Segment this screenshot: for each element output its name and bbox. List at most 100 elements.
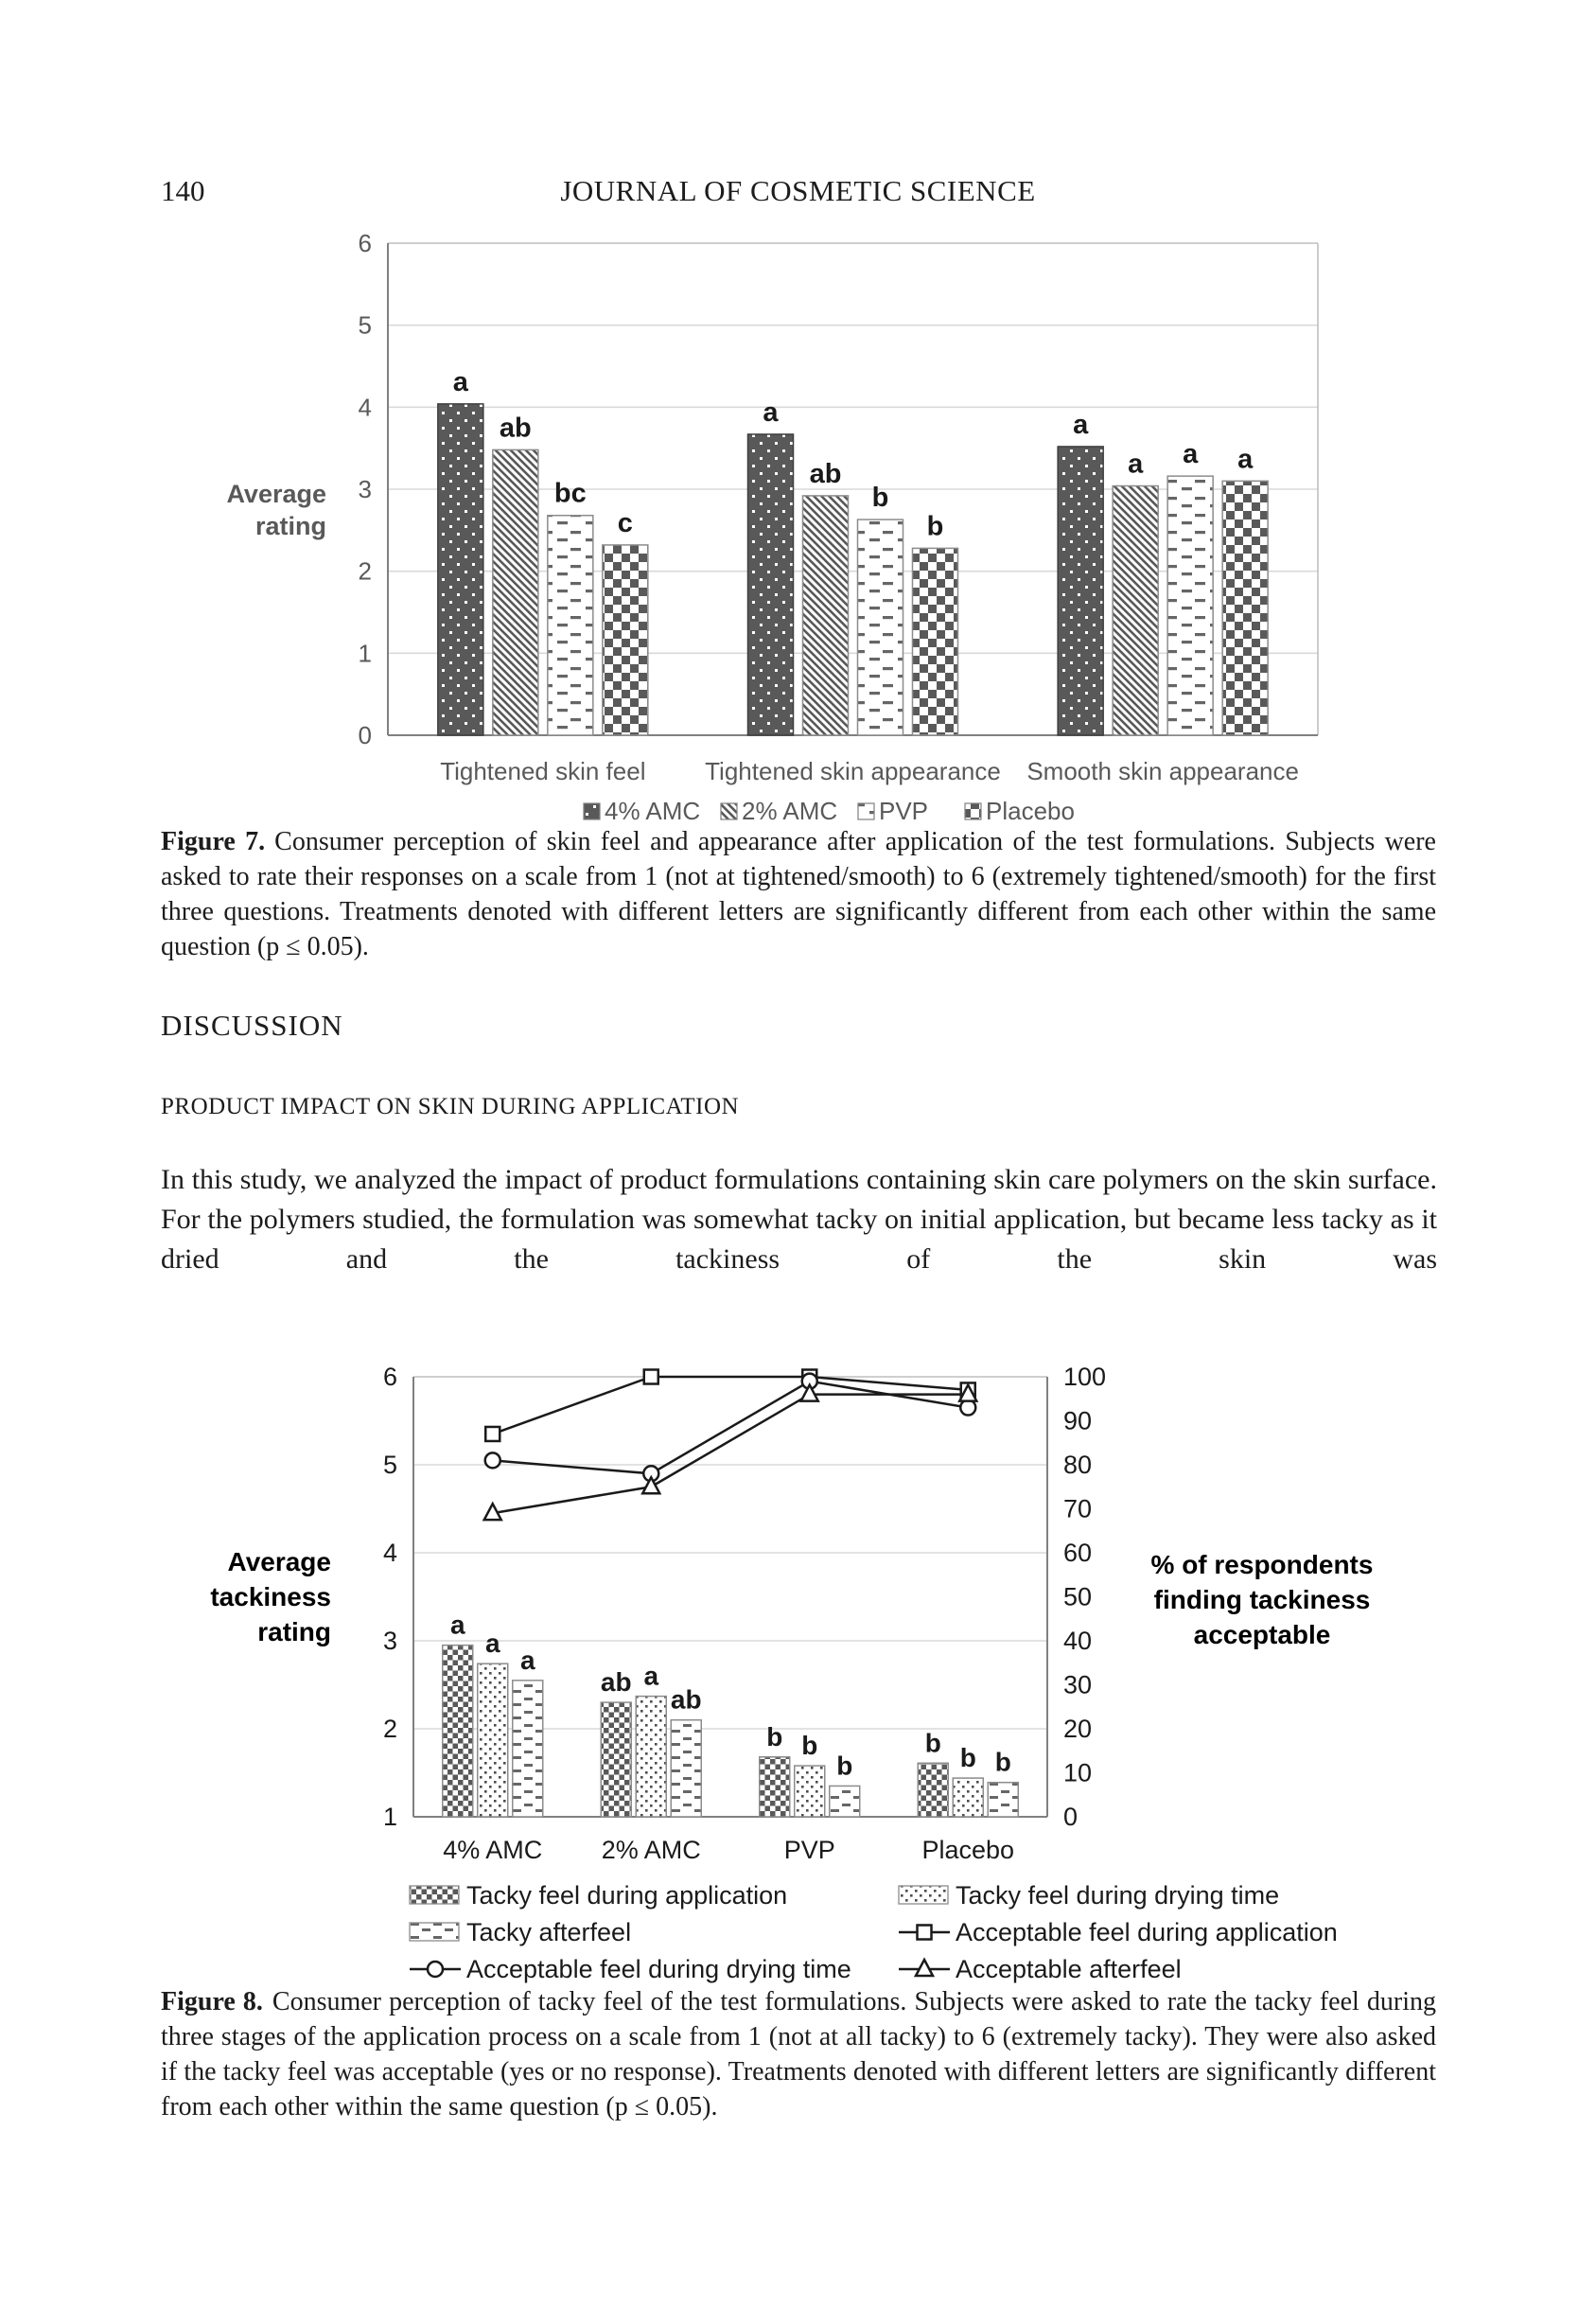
triangle-marker-icon: [957, 1382, 979, 1402]
right-y-tick-label: 10: [1063, 1759, 1092, 1787]
figure7-caption-text: Consumer perception of skin feel and app…: [161, 827, 1436, 961]
bar: [801, 495, 850, 736]
x-category-label: 2% AMC: [602, 1836, 701, 1864]
figure8-caption-label: Figure 8.: [161, 1987, 263, 2016]
legend-label: Tacky feel during drying time: [956, 1881, 1279, 1910]
right-y-axis-title: finding tackiness: [1154, 1585, 1371, 1614]
right-y-tick-label: 90: [1063, 1407, 1092, 1435]
legend-label: Placebo: [986, 797, 1075, 825]
bar: [477, 1663, 509, 1818]
y-tick-label: 0: [359, 721, 372, 749]
legend-label: Acceptable afterfeel: [956, 1955, 1182, 1983]
significance-letter: bc: [554, 479, 587, 509]
significance-letter: a: [1237, 444, 1254, 474]
circle-marker-icon: [426, 1960, 445, 1979]
triangle-marker-icon: [482, 1501, 503, 1522]
x-category-label: Tightened skin feel: [440, 757, 645, 785]
triangle-marker-icon: [913, 1957, 936, 1978]
significance-letter: a: [1183, 439, 1199, 469]
legend-label: Tacky afterfeel: [466, 1918, 631, 1946]
significance-letter: b: [925, 1728, 941, 1757]
square-marker-icon: [642, 1368, 659, 1385]
x-category-label: Tightened skin appearance: [705, 757, 1001, 785]
bar: [602, 544, 649, 736]
x-category-label: Smooth skin appearance: [1026, 757, 1299, 785]
triangle-marker-icon: [640, 1474, 662, 1495]
y-tick-label: 5: [359, 311, 372, 340]
bar: [492, 449, 539, 736]
bar: [1221, 480, 1269, 736]
right-y-tick-label: 100: [1063, 1363, 1106, 1391]
bar: [952, 1777, 984, 1818]
bar: [1057, 446, 1104, 736]
fig7-legend: 4% AMC 2% AMC PVP Placebo: [583, 797, 1075, 825]
bar: [759, 1756, 791, 1818]
right-y-axis-title: % of respondents: [1151, 1550, 1374, 1579]
figure8-caption: Figure 8. Consumer perception of tacky fe…: [161, 1984, 1436, 2124]
legend-swatch-icon: [964, 802, 982, 820]
circle-marker-icon: [483, 1452, 501, 1470]
y-tick-label: 1: [359, 639, 372, 667]
significance-letter: a: [1128, 449, 1144, 480]
significance-letter: a: [520, 1646, 535, 1675]
left-y-tick-label: 5: [383, 1451, 397, 1479]
left-y-tick-label: 4: [383, 1539, 397, 1567]
page-number: 140: [161, 174, 205, 207]
legend-label: Acceptable feel during drying time: [466, 1955, 851, 1983]
significance-letter: a: [450, 1611, 465, 1640]
left-y-tick-label: 6: [383, 1363, 397, 1391]
significance-letter: b: [766, 1722, 782, 1752]
bar: [829, 1785, 861, 1818]
bar: [794, 1765, 826, 1818]
bar: [437, 403, 484, 736]
significance-letter: ab: [671, 1685, 702, 1715]
significance-letter: b: [872, 483, 889, 513]
bar: [911, 547, 959, 736]
y-tick-label: 4: [359, 393, 372, 421]
discussion-paragraph: In this study, we analyzed the impact of…: [161, 1164, 1437, 1275]
fig8-legend: Tacky feel during application Tacky feel …: [409, 1881, 1338, 1983]
fig8-plot: 1234560102030405060708090100Averagetacki…: [210, 1363, 1373, 1864]
bar: [512, 1680, 544, 1818]
bar: [1112, 484, 1159, 736]
left-y-tick-label: 1: [383, 1803, 397, 1831]
left-y-tick-label: 3: [383, 1627, 397, 1655]
x-category-label: 4% AMC: [443, 1836, 542, 1864]
right-y-tick-label: 60: [1063, 1539, 1092, 1567]
data-line: [492, 1393, 969, 1515]
significance-letter: b: [995, 1748, 1011, 1777]
figure7-caption: Figure 7. Consumer perception of skin fee…: [161, 824, 1436, 964]
bar: [856, 519, 904, 736]
discussion-subheading: PRODUCT IMPACT ON SKIN DURING APPLICATIO…: [161, 1094, 740, 1119]
legend-swatch-icon: [898, 1885, 949, 1905]
legend-swatch-icon: [720, 802, 738, 820]
left-y-axis-title: Average: [228, 1547, 331, 1576]
right-y-axis-title: acceptable: [1194, 1620, 1331, 1649]
bar: [670, 1718, 702, 1818]
bar: [635, 1695, 667, 1818]
legend-swatch-icon: [409, 1922, 460, 1942]
left-y-axis-title: tackiness: [210, 1582, 331, 1611]
legend-swatch-icon: [409, 1885, 460, 1905]
significance-letter: ab: [810, 459, 842, 489]
y-tick-label: 3: [359, 475, 372, 503]
legend-label: Acceptable feel during application: [956, 1918, 1338, 1946]
bar: [547, 514, 594, 736]
x-category-label: PVP: [784, 1836, 835, 1864]
right-y-tick-label: 30: [1063, 1671, 1092, 1699]
figure8-caption-text: Consumer perception of tacky feel of the…: [161, 1987, 1436, 2121]
bar: [1166, 475, 1214, 736]
square-marker-icon: [484, 1425, 501, 1443]
right-y-tick-label: 80: [1063, 1451, 1092, 1479]
significance-letter: a: [643, 1662, 658, 1691]
x-category-label: Placebo: [921, 1836, 1014, 1864]
bar: [987, 1781, 1019, 1818]
square-marker-icon: [916, 1924, 933, 1941]
journal-header: JOURNAL OF COSMETIC SCIENCE: [560, 174, 1036, 207]
data-line: [492, 1375, 969, 1435]
significance-letter: a: [763, 397, 779, 428]
right-y-tick-label: 20: [1063, 1715, 1092, 1743]
significance-letter: b: [836, 1751, 852, 1780]
